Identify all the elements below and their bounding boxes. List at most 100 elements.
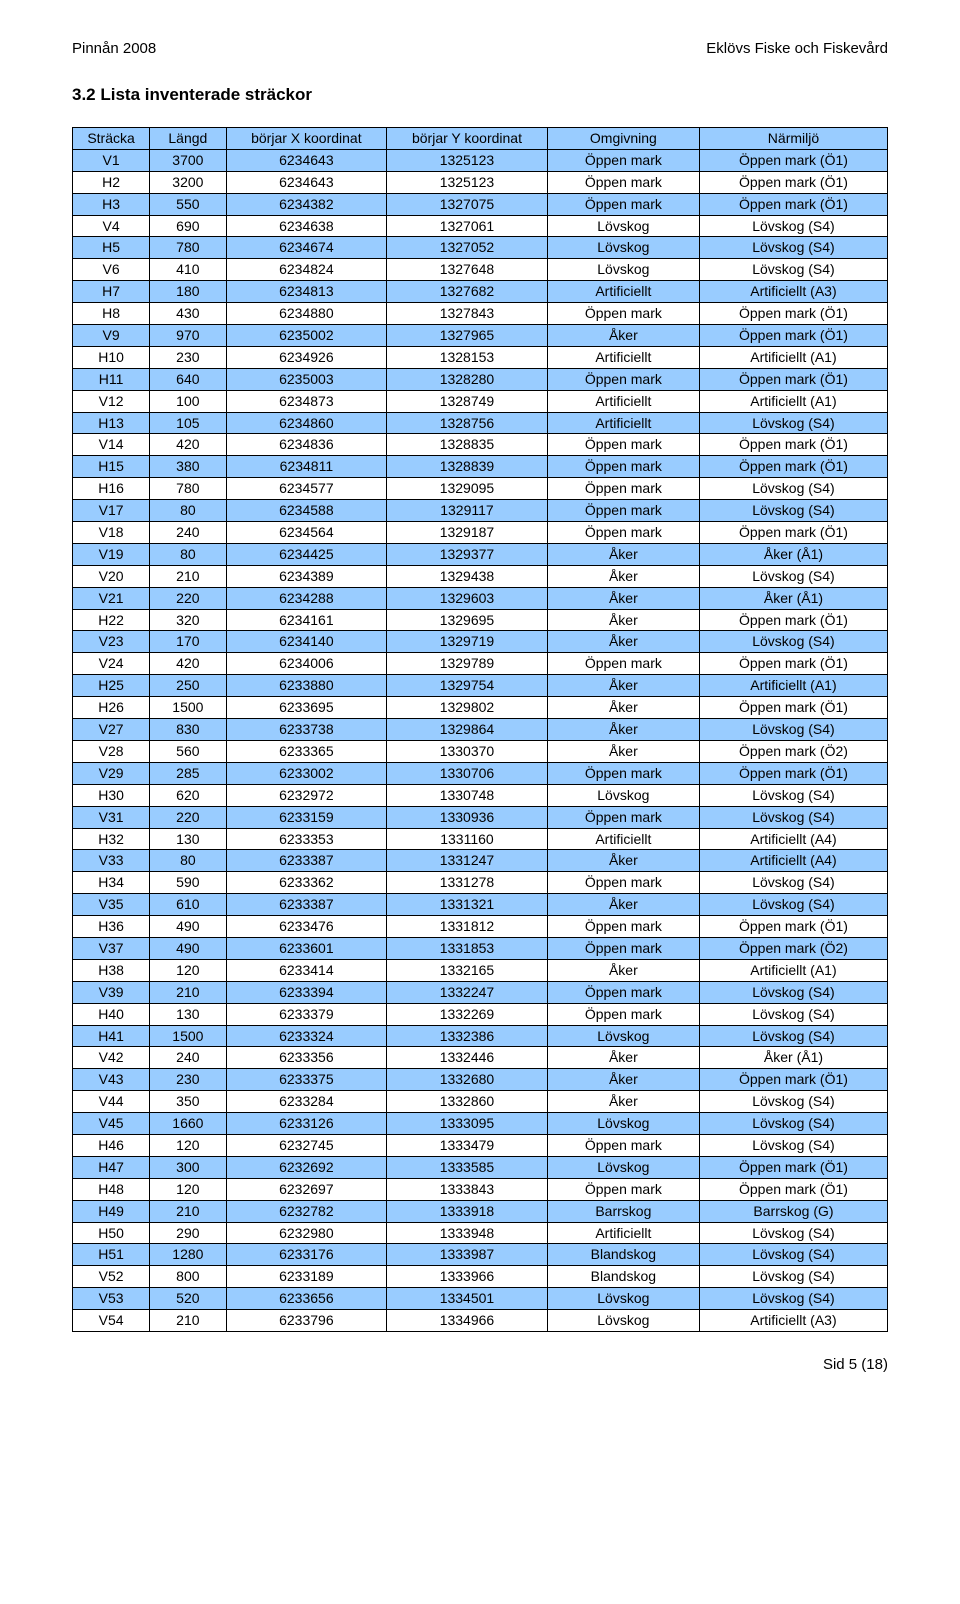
table-cell: Lövskog (547, 259, 699, 281)
table-body: V1370062346431325123Öppen markÖppen mark… (73, 149, 888, 1331)
table-cell: 6233362 (226, 872, 387, 894)
table-cell: 1280 (150, 1244, 226, 1266)
table-row: H3459062333621331278Öppen markLövskog (S… (73, 872, 888, 894)
table-cell: Lövskog (547, 1113, 699, 1135)
table-cell: Lövskog (S4) (699, 894, 887, 916)
table-cell: V39 (73, 981, 150, 1003)
table-cell: Öppen mark (547, 1134, 699, 1156)
table-row: H5029062329801333948ArtificielltLövskog … (73, 1222, 888, 1244)
table-cell: Öppen mark (547, 456, 699, 478)
table-cell: Öppen mark (547, 303, 699, 325)
table-cell: 240 (150, 1047, 226, 1069)
table-cell: Öppen mark (547, 981, 699, 1003)
table-cell: Lövskog (S4) (699, 1266, 887, 1288)
table-cell: 490 (150, 916, 226, 938)
table-cell: 1331278 (387, 872, 548, 894)
table-cell: Artificiellt (547, 412, 699, 434)
table-cell: 1333843 (387, 1178, 548, 1200)
table-cell: V4 (73, 215, 150, 237)
table-cell: 1333585 (387, 1156, 548, 1178)
table-cell: 6233189 (226, 1266, 387, 1288)
data-table: SträckaLängdbörjar X koordinatbörjar Y k… (72, 127, 888, 1332)
table-row: V5280062331891333966BlandskogLövskog (S4… (73, 1266, 888, 1288)
table-cell: 970 (150, 325, 226, 347)
table-cell: Lövskog (S4) (699, 1113, 887, 1135)
table-cell: 6233695 (226, 697, 387, 719)
table-header-cell: Närmiljö (699, 128, 887, 150)
table-cell: V44 (73, 1091, 150, 1113)
table-cell: 6234638 (226, 215, 387, 237)
table-cell: 690 (150, 215, 226, 237)
table-cell: 430 (150, 303, 226, 325)
table-cell: 6233126 (226, 1113, 387, 1135)
table-cell: 560 (150, 740, 226, 762)
table-cell: 1329864 (387, 719, 548, 741)
table-cell: Artificiellt (547, 346, 699, 368)
table-cell: 520 (150, 1288, 226, 1310)
table-cell: Lövskog (S4) (699, 1244, 887, 1266)
table-cell: Öppen mark (Ö1) (699, 325, 887, 347)
table-cell: Åker (547, 565, 699, 587)
table-cell: Lövskog (S4) (699, 784, 887, 806)
table-cell: Lövskog (S4) (699, 806, 887, 828)
table-cell: 6234382 (226, 193, 387, 215)
table-cell: V1 (73, 149, 150, 171)
table-cell: 230 (150, 1069, 226, 1091)
table-cell: Åker (Å1) (699, 587, 887, 609)
table-cell: 6233356 (226, 1047, 387, 1069)
table-row: H355062343821327075Öppen markÖppen mark … (73, 193, 888, 215)
table-cell: 1332446 (387, 1047, 548, 1069)
table-cell: 1660 (150, 1113, 226, 1135)
table-cell: 1332269 (387, 1003, 548, 1025)
table-cell: Öppen mark (Ö1) (699, 456, 887, 478)
table-cell: 800 (150, 1266, 226, 1288)
table-header-cell: Längd (150, 128, 226, 150)
table-cell: 1330748 (387, 784, 548, 806)
table-cell: Lövskog (547, 237, 699, 259)
table-cell: Lövskog (S4) (699, 1025, 887, 1047)
table-cell: Öppen mark (547, 368, 699, 390)
table-cell: H34 (73, 872, 150, 894)
table-row: H1023062349261328153ArtificielltArtifici… (73, 346, 888, 368)
table-row: H843062348801327843Öppen markÖppen mark … (73, 303, 888, 325)
table-row: H4730062326921333585LövskogÖppen mark (Ö… (73, 1156, 888, 1178)
table-cell: 6234643 (226, 149, 387, 171)
table-cell: Blandskog (547, 1266, 699, 1288)
table-cell: V52 (73, 1266, 150, 1288)
table-cell: 170 (150, 631, 226, 653)
table-cell: V24 (73, 653, 150, 675)
table-cell: V45 (73, 1113, 150, 1135)
table-cell: 1328835 (387, 434, 548, 456)
table-row: V198062344251329377ÅkerÅker (Å1) (73, 543, 888, 565)
table-cell: 285 (150, 762, 226, 784)
table-row: V469062346381327061LövskogLövskog (S4) (73, 215, 888, 237)
table-cell: 620 (150, 784, 226, 806)
table-cell: Artificiellt (A4) (699, 850, 887, 872)
table-cell: Lövskog (547, 1288, 699, 1310)
table-cell: 6233375 (226, 1069, 387, 1091)
table-cell: 6234643 (226, 171, 387, 193)
table-cell: 105 (150, 412, 226, 434)
table-cell: Artificiellt (547, 281, 699, 303)
table-cell: Öppen mark (547, 916, 699, 938)
table-cell: 6233353 (226, 828, 387, 850)
table-cell: 1334501 (387, 1288, 548, 1310)
table-cell: H26 (73, 697, 150, 719)
table-row: V4224062333561332446ÅkerÅker (Å1) (73, 1047, 888, 1069)
table-cell: 1332165 (387, 959, 548, 981)
table-cell: Öppen mark (547, 500, 699, 522)
table-row: V3749062336011331853Öppen markÖppen mark… (73, 937, 888, 959)
table-cell: 180 (150, 281, 226, 303)
table-cell: V28 (73, 740, 150, 762)
table-cell: Åker (547, 543, 699, 565)
table-cell: 290 (150, 1222, 226, 1244)
table-cell: 1325123 (387, 171, 548, 193)
table-cell: V29 (73, 762, 150, 784)
table-row: V997062350021327965ÅkerÖppen mark (Ö1) (73, 325, 888, 347)
table-cell: 1334966 (387, 1310, 548, 1332)
table-cell: Lövskog (547, 215, 699, 237)
table-cell: 1332860 (387, 1091, 548, 1113)
table-cell: 6233796 (226, 1310, 387, 1332)
table-cell: V43 (73, 1069, 150, 1091)
table-cell: Öppen mark (Ö1) (699, 522, 887, 544)
